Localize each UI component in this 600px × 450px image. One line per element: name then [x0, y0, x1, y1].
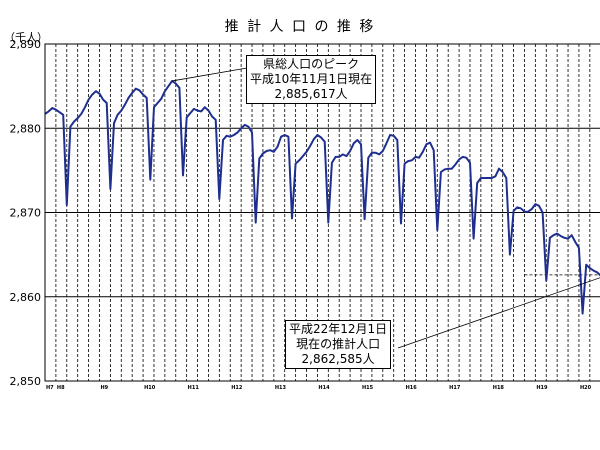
series-layer [44, 79, 600, 315]
y-tick-label: 2,850 [10, 375, 42, 388]
y-tick-label: 2,860 [10, 291, 42, 304]
current-leader-line [397, 277, 600, 349]
x-tick-label: H12 [231, 385, 243, 391]
x-tick-label: H8 [57, 385, 65, 391]
callout-leaders [172, 67, 600, 349]
peak-annotation-line-2: 平成10年11月1日現在 [250, 72, 373, 86]
peak-leader-line [172, 67, 248, 82]
population-line [44, 79, 600, 315]
x-tick-label: H16 [406, 385, 418, 391]
x-tick-labels: H7H8H9H10H11H12H13H14H15H16H17H18H19H20H… [46, 385, 592, 391]
x-tick-label: H15 [362, 385, 374, 391]
y-tick-label: 2,870 [10, 207, 42, 220]
y-tick-label: 2,890 [10, 38, 42, 51]
x-tick-label: H10 [144, 385, 156, 391]
x-tick-label: H9 [100, 385, 108, 391]
x-tick-label: H7 [46, 385, 54, 391]
plot-border [44, 43, 600, 382]
peak-annotation: 県総人口のピーク 平成10年11月1日現在 2,885,617人 [246, 55, 377, 104]
x-tick-label: H11 [188, 385, 200, 391]
peak-annotation-line-1: 県総人口のピーク [263, 57, 360, 71]
chart-title: 推 計 人 口 の 推 移 [225, 19, 376, 35]
x-tick-label: H13 [275, 385, 287, 391]
y-axis-label: （千人） [4, 31, 48, 44]
x-tick-label: H20 [580, 385, 592, 391]
x-tick-label: H19 [536, 385, 548, 391]
y-tick-label: 2,880 [10, 122, 42, 135]
y-tick-labels: 2,850 2,860 2,870 2,880 2,890 [10, 38, 42, 388]
x-tick-label: H18 [493, 385, 505, 391]
x-tick-label: H17 [449, 385, 461, 391]
current-annotation-line-3: 2,862,585人 [301, 352, 375, 366]
current-annotation-line-1: 平成22年12月1日 [289, 322, 388, 336]
current-annotation: 平成22年12月1日 現在の推計人口 2,862,585人 [285, 320, 392, 369]
x-tick-label: H14 [318, 385, 330, 391]
peak-annotation-line-3: 2,885,617人 [274, 87, 348, 101]
current-annotation-line-2: 現在の推計人口 [296, 337, 381, 351]
